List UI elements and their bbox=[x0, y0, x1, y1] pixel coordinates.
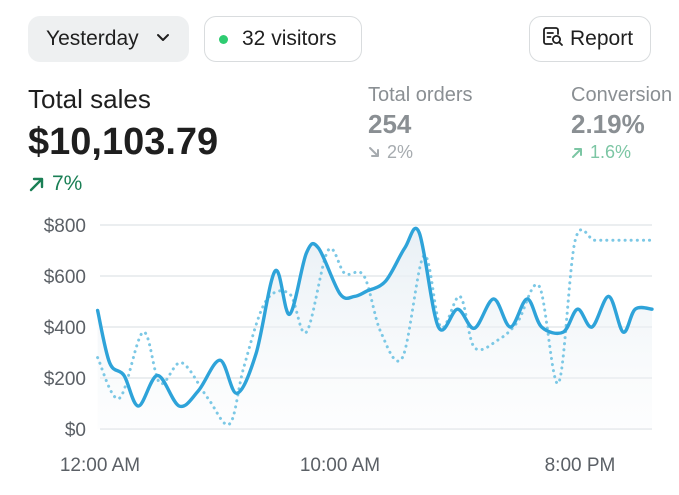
date-range-dropdown[interactable]: Yesterday bbox=[28, 16, 189, 62]
previous-period-line bbox=[96, 228, 654, 427]
total-orders-delta: 2% bbox=[368, 142, 473, 163]
total-orders-metric[interactable]: Total orders 254 2% bbox=[368, 84, 473, 163]
y-tick-label: $0 bbox=[65, 420, 86, 441]
conversion-delta-value: 1.6% bbox=[590, 142, 632, 162]
y-tick-label: $600 bbox=[44, 267, 86, 288]
conversion-value: 2.19% bbox=[571, 109, 645, 139]
x-tick-label: 12:00 AM bbox=[60, 455, 140, 476]
total-sales-value: $10,103.79 bbox=[28, 121, 219, 163]
total-sales-label: Total sales bbox=[28, 84, 151, 114]
y-tick-label: $200 bbox=[44, 369, 86, 390]
total-sales-delta: 7% bbox=[28, 172, 218, 196]
x-tick-label: 8:00 PM bbox=[545, 455, 616, 476]
y-tick-label: $400 bbox=[44, 318, 86, 339]
sales-line-chart[interactable]: $0 $200 $400 $600 $800 12:00 AM 10:00 AM 8:00 P… bbox=[0, 205, 679, 495]
report-label: Report bbox=[570, 27, 634, 50]
current-period-line bbox=[95, 226, 654, 409]
arrow-up-right-icon bbox=[29, 177, 44, 192]
report-button[interactable]: Report bbox=[529, 16, 651, 62]
report-search-icon bbox=[542, 25, 570, 53]
visitors-label: 32 visitors bbox=[242, 27, 337, 50]
date-range-label: Yesterday bbox=[46, 27, 139, 50]
arrow-up-right-icon bbox=[572, 148, 582, 158]
x-tick-label: 10:00 AM bbox=[300, 455, 380, 476]
total-orders-value: 254 bbox=[368, 109, 412, 139]
conversion-delta: 1.6% bbox=[571, 142, 672, 163]
sales-area-fill bbox=[97, 228, 653, 429]
conversion-metric[interactable]: Conversion 2.19% 1.6% bbox=[571, 84, 672, 163]
y-tick-label: $800 bbox=[44, 216, 86, 237]
arrow-down-right-icon bbox=[369, 147, 379, 157]
conversion-label: Conversion bbox=[571, 84, 673, 106]
live-visitors-button[interactable]: 32 visitors bbox=[204, 16, 362, 62]
total-sales-delta-value: 7% bbox=[52, 172, 83, 195]
live-status-dot bbox=[219, 34, 228, 44]
total-orders-delta-value: 2% bbox=[387, 142, 414, 162]
chevron-down-icon bbox=[155, 27, 171, 51]
total-orders-label: Total orders bbox=[368, 84, 473, 106]
total-sales-metric[interactable]: Total sales $10,103.79 7% bbox=[28, 84, 218, 196]
